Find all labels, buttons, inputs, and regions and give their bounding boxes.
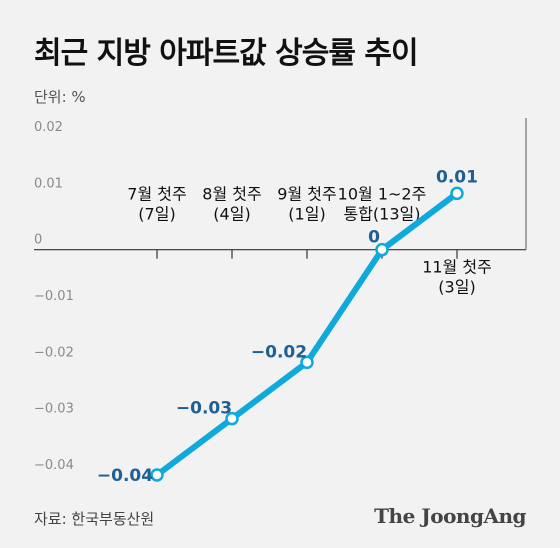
y-tick-label: 0.01 <box>34 176 63 191</box>
data-labels: −0.04 −0.03 −0.02 0 0.01 <box>97 167 478 486</box>
data-point <box>375 242 389 257</box>
x-category-label: 11월 첫주 <box>422 258 492 277</box>
brand-logo: The JoongAng <box>374 504 526 528</box>
data-point <box>150 468 164 482</box>
x-category-sublabel: 통합(13일) <box>343 205 420 224</box>
y-tick-label: 0.02 <box>34 120 63 135</box>
source-note: 자료: 한국부동산원 <box>34 510 155 528</box>
x-category-sublabel: (1일) <box>288 205 325 224</box>
y-tick-label: −0.02 <box>34 345 74 360</box>
y-tick-label: −0.04 <box>34 458 74 473</box>
x-category-label: 7월 첫주 <box>127 185 186 204</box>
data-point <box>450 186 464 201</box>
axes <box>34 118 527 251</box>
x-category-label: 10월 1~2주 <box>338 185 427 204</box>
x-category-label: 9월 첫주 <box>277 185 336 204</box>
unit-label: 단위: % <box>34 88 86 106</box>
series-line <box>154 190 460 478</box>
x-category-labels: 7월 첫주(7일) 8월 첫주(4일) 9월 첫주(1일) 10월 1~2주통합(13… <box>127 185 492 297</box>
y-axis-ticks: 0.02 0.01 0 −0.01 −0.02 −0.03 −0.04 <box>34 120 74 473</box>
x-category-sublabel: (7일) <box>138 205 175 224</box>
x-category-sublabel: (4일) <box>213 205 250 224</box>
data-label: −0.04 <box>97 466 153 486</box>
data-label: −0.03 <box>176 399 232 419</box>
y-tick-label: −0.01 <box>34 289 74 304</box>
chart-title: 최근 지방 아파트값 상승률 추이 <box>34 36 419 71</box>
data-label: 0.01 <box>436 167 478 187</box>
x-category-label: 8월 첫주 <box>202 185 261 204</box>
data-point <box>300 355 314 370</box>
x-category-sublabel: (3일) <box>438 278 475 297</box>
y-tick-label: −0.03 <box>34 402 74 417</box>
data-point <box>225 411 239 426</box>
series-line-group <box>150 186 464 482</box>
data-label: 0 <box>368 228 380 248</box>
data-label: −0.02 <box>251 342 307 362</box>
y-tick-label: 0 <box>34 233 42 248</box>
